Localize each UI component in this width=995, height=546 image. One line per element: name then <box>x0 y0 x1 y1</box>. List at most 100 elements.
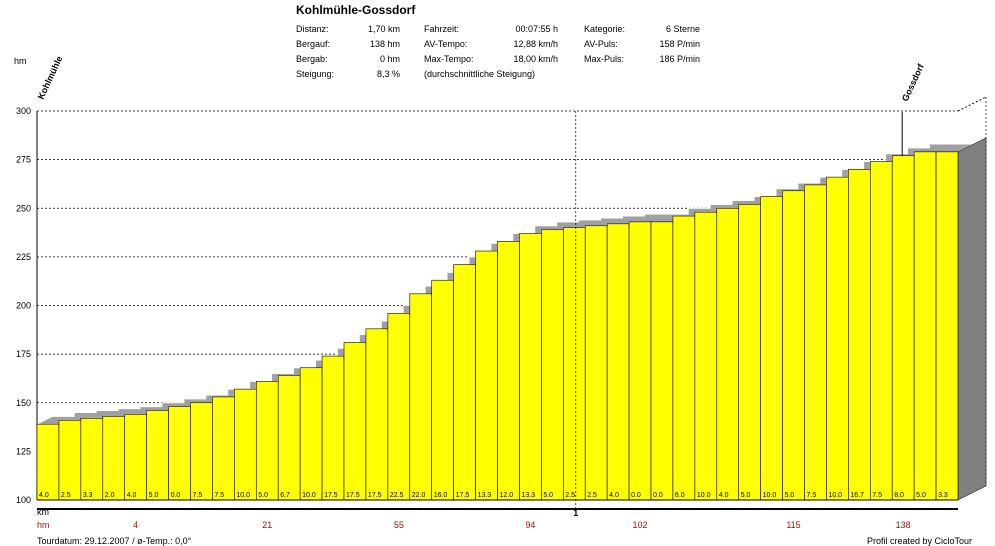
segment-gradient-label: 2.5 <box>61 492 71 499</box>
elevation-bar <box>409 293 433 501</box>
segment-gradient-label: 0.0 <box>631 492 641 499</box>
stat-label-2-1: AV-Puls: <box>584 39 618 49</box>
segment-gradient-label: 4.0 <box>609 492 619 499</box>
cumulative-hm-label: 55 <box>394 520 404 530</box>
start-point-label: Kohlmühle <box>36 54 65 100</box>
segment-gradient-label: 5.0 <box>785 492 795 499</box>
stat-value-2-2: 186 P/min <box>659 54 700 64</box>
cumulative-hm-label: 115 <box>786 520 800 530</box>
segment-gradient-label: 2.0 <box>105 492 115 499</box>
segment-gradient-label: 22.0 <box>412 492 426 499</box>
elevation-bar <box>80 418 104 501</box>
elevation-bar <box>387 312 411 501</box>
elevation-bar <box>212 396 235 501</box>
cumulative-hm-label: 102 <box>633 520 648 530</box>
elevation-bar <box>343 342 367 501</box>
stat-label-2-2: Max-Puls: <box>584 54 625 64</box>
stat-value-2-0: 6 Sterne <box>665 24 700 34</box>
segment-gradient-label: 6.7 <box>280 492 290 499</box>
segment-gradient-label: 7.5 <box>214 492 224 499</box>
elevation-bar <box>321 355 345 501</box>
segment-gradient-label: 7.5 <box>193 492 203 499</box>
segment-gradient-label: 17.5 <box>456 492 470 499</box>
segment-gradient-label: 0.0 <box>171 492 181 499</box>
footer-tour-info: Tourdatum: 29.12.2007 / ø-Temp.: 0,0° <box>37 536 192 546</box>
elevation-bar <box>299 367 323 501</box>
segment-gradient-label: 10.0 <box>828 492 842 499</box>
segment-gradient-label: 4.0 <box>719 492 729 499</box>
elevation-bar <box>848 169 871 501</box>
elevation-bar <box>650 221 674 501</box>
elevation-bar <box>694 211 718 501</box>
elevation-bar <box>519 233 542 501</box>
stat-label-1-1: AV-Tempo: <box>424 39 468 49</box>
km-unit-label: km <box>37 507 49 517</box>
y-tick-label: 300 <box>16 106 31 116</box>
stat-label-0-1: Bergauf: <box>296 39 331 49</box>
stat-label-1-2: Max-Tempo: <box>424 54 474 64</box>
segment-gradient-label: 8.0 <box>894 492 904 499</box>
y-tick-label: 200 <box>16 301 31 311</box>
cumulative-hm-label: 94 <box>525 520 535 530</box>
elevation-bar <box>562 227 586 501</box>
elevation-bar <box>891 155 915 501</box>
stat-value-0-1: 138 hm <box>369 39 400 49</box>
stat-value-1-2: 18,00 km/h <box>513 54 558 64</box>
stat-value-0-2: 0 hm <box>379 54 400 64</box>
end-point-label: Gossdorf <box>900 61 926 102</box>
cumulative-hm-label: hm <box>37 520 50 530</box>
stat-label-0-0: Distanz: <box>296 24 329 34</box>
elevation-bar <box>255 381 279 501</box>
elevation-bar <box>782 190 805 501</box>
elevation-bar <box>277 375 301 501</box>
elevation-bar <box>36 423 60 501</box>
segment-gradient-label: 5.0 <box>741 492 751 499</box>
segment-gradient-label: 12.0 <box>500 492 514 499</box>
segment-gradient-label: 5.0 <box>258 492 268 499</box>
stat-label-1-3: (durchschnittliche Steigung) <box>424 69 536 79</box>
segment-gradient-label: 10.0 <box>763 492 777 499</box>
segment-gradient-label: 22.5 <box>390 492 404 499</box>
elevation-bar <box>760 196 783 501</box>
elevation-bar <box>826 176 849 501</box>
y-tick-label: 275 <box>16 155 31 165</box>
elevation-bar <box>869 161 893 501</box>
elevation-bar <box>913 151 937 501</box>
elevation-bar <box>168 406 191 501</box>
elevation-bar <box>453 264 476 501</box>
cumulative-hm-label: 4 <box>133 520 138 530</box>
elevation-bar <box>365 328 389 501</box>
cumulative-hm-label: 138 <box>896 520 911 530</box>
elevation-bar <box>146 410 169 501</box>
elevation-bar <box>58 419 82 501</box>
segment-gradient-label: 16.0 <box>434 492 448 499</box>
elevation-bar <box>124 414 147 501</box>
stat-value-2-1: 158 P/min <box>659 39 700 49</box>
elevation-bar <box>672 215 696 501</box>
elevation-bar <box>190 402 213 501</box>
segment-gradient-label: 7.5 <box>872 492 882 499</box>
segment-gradient-label: 5.0 <box>543 492 553 499</box>
segment-gradient-label: 17.5 <box>368 492 382 499</box>
segment-gradient-label: 13.3 <box>521 492 535 499</box>
elevation-bar <box>102 416 126 501</box>
segment-gradient-label: 17.5 <box>324 492 338 499</box>
segment-gradient-label: 16.7 <box>850 492 864 499</box>
segment-gradient-label: 17.5 <box>346 492 360 499</box>
segment-gradient-label: 3.3 <box>938 492 948 499</box>
frame-depth-top <box>957 96 987 112</box>
km-marker-label: 1 <box>573 508 578 518</box>
chart-title: Kohlmühle-Gossdorf <box>296 3 416 17</box>
stat-label-0-2: Bergab: <box>296 54 328 64</box>
y-tick-label: 250 <box>16 203 31 213</box>
elevation-bar <box>628 221 652 501</box>
elevation-bar <box>497 241 520 501</box>
y-tick-label: 100 <box>16 495 31 505</box>
y-tick-label: 125 <box>16 446 31 456</box>
segment-gradient-label: 0.0 <box>653 492 663 499</box>
y-unit-label: hm <box>14 56 27 66</box>
elevation-bar <box>234 388 257 501</box>
elevation-bar <box>541 229 564 501</box>
y-tick-label: 175 <box>16 349 31 359</box>
